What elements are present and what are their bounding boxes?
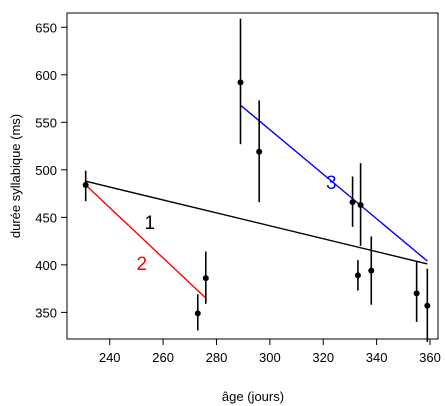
data-point [82, 182, 89, 189]
x-tick-label: 320 [312, 350, 334, 365]
y-tick-label: 650 [35, 20, 57, 35]
x-tick-label: 240 [99, 350, 121, 365]
data-point [413, 290, 420, 297]
plot-frame [66, 12, 439, 340]
x-tick-label: 340 [366, 350, 388, 365]
y-tick-label: 350 [35, 305, 57, 320]
fit-line-1 [85, 180, 428, 265]
y-axis-title: durée syllabique (ms) [8, 114, 23, 238]
y-tick-label: 550 [35, 115, 57, 130]
data-point [424, 302, 431, 309]
data-point [349, 199, 356, 206]
x-tick-label: 360 [419, 350, 441, 365]
fit-line-label-3: 3 [326, 173, 337, 194]
data-point [202, 275, 209, 282]
data-point [237, 79, 244, 86]
fit-line-label-1: 1 [144, 213, 155, 234]
x-tick-label: 260 [152, 350, 174, 365]
y-tick-label: 400 [35, 258, 57, 273]
plot-marks: 1 2 3 [82, 18, 431, 342]
data-point [368, 267, 375, 274]
x-axis-title: âge (jours) [222, 389, 284, 404]
x-tick-label: 280 [206, 350, 228, 365]
fit-line-2 [85, 184, 207, 299]
data-point [357, 201, 364, 208]
x-tick-label: 300 [259, 350, 281, 365]
y-tick-label: 600 [35, 68, 57, 83]
fit-line-label-2: 2 [136, 254, 147, 275]
data-point [256, 148, 263, 155]
y-tick-label: 450 [35, 210, 57, 225]
y-tick-label: 500 [35, 163, 57, 178]
data-point [194, 310, 201, 317]
fit-line-3 [240, 104, 428, 262]
data-point [354, 272, 361, 279]
